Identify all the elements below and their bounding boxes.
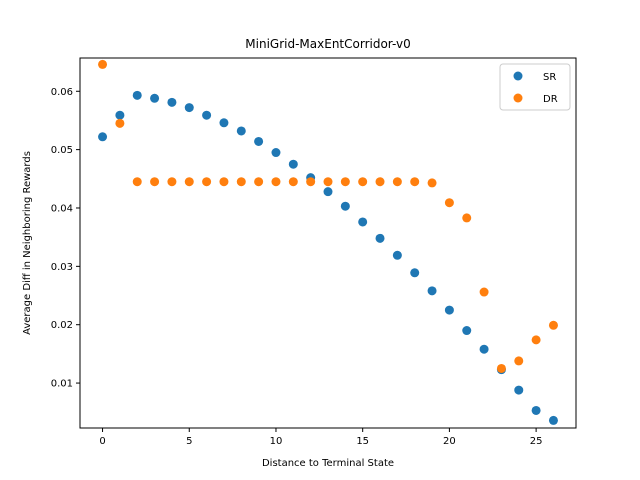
x-tick-label: 10 — [270, 436, 283, 447]
data-point-dr — [254, 177, 264, 187]
x-tick-label: 15 — [356, 436, 369, 447]
data-point-sr — [514, 385, 524, 395]
x-tick-label: 0 — [99, 436, 105, 447]
data-point-sr — [219, 118, 229, 128]
y-tick-label: 0.04 — [51, 203, 73, 214]
legend: SR DR — [499, 63, 571, 111]
data-point-sr — [479, 344, 489, 354]
data-point-sr — [358, 217, 368, 227]
data-point-sr — [427, 286, 437, 296]
data-point-sr — [271, 148, 281, 158]
data-point-dr — [288, 177, 298, 187]
data-point-dr — [202, 177, 212, 187]
data-point-dr — [410, 177, 420, 187]
data-point-sr — [254, 136, 264, 146]
data-point-dr — [462, 213, 472, 223]
data-point-dr — [184, 177, 194, 187]
y-tick-label: 0.01 — [51, 379, 73, 390]
data-point-sr — [115, 110, 125, 120]
data-point-sr — [548, 415, 558, 425]
data-point-dr — [531, 335, 541, 345]
data-point-dr — [479, 287, 489, 297]
legend-box — [499, 63, 571, 111]
data-point-dr — [271, 177, 281, 187]
data-point-sr — [184, 103, 194, 113]
data-point-dr — [375, 177, 385, 187]
y-tick-label: 0.06 — [51, 87, 73, 98]
data-point-dr — [167, 177, 177, 187]
data-point-sr — [150, 93, 160, 103]
data-point-dr — [306, 177, 316, 187]
legend-label-sr: SR — [543, 72, 556, 83]
x-axis-label: Distance to Terminal State — [262, 458, 394, 469]
data-point-sr — [375, 233, 385, 243]
data-point-dr — [392, 177, 402, 187]
data-point-dr — [219, 177, 229, 187]
data-point-sr — [236, 126, 246, 136]
data-point-dr — [236, 177, 246, 187]
data-point-sr — [462, 326, 472, 336]
legend-label-dr: DR — [543, 94, 558, 105]
data-point-dr — [427, 178, 437, 188]
data-point-sr — [167, 97, 177, 107]
plot-frame — [79, 57, 577, 429]
data-point-sr — [98, 132, 108, 142]
data-point-dr — [98, 59, 108, 69]
data-point-dr — [358, 177, 368, 187]
y-axis-label: Average Diff in Neighboring Rewards — [22, 151, 33, 335]
y-tick-label: 0.03 — [51, 262, 73, 273]
chart-title: MiniGrid-MaxEntCorridor-v0 — [245, 37, 410, 51]
data-point-sr — [323, 187, 333, 197]
data-points — [98, 59, 558, 425]
y-tick-label: 0.02 — [51, 320, 73, 331]
data-point-dr — [323, 177, 333, 187]
data-point-sr — [340, 201, 350, 211]
x-tick-label: 25 — [530, 436, 543, 447]
data-point-sr — [202, 110, 212, 120]
legend-marker-dr — [513, 93, 523, 103]
data-point-dr — [548, 320, 558, 330]
data-point-sr — [444, 305, 454, 315]
data-point-sr — [288, 159, 298, 169]
data-point-sr — [410, 268, 420, 278]
data-point-dr — [514, 356, 524, 366]
data-point-sr — [531, 405, 541, 415]
data-point-dr — [115, 118, 125, 128]
legend-marker-sr — [513, 71, 523, 81]
axis-ticks: 0 5 10 15 20 25 0.01 0.02 0.03 0.04 0.05 0.06 — [51, 87, 543, 447]
data-point-dr — [150, 177, 160, 187]
x-tick-label: 20 — [443, 436, 456, 447]
data-point-sr — [392, 250, 402, 260]
data-point-dr — [132, 177, 142, 187]
data-point-dr — [496, 363, 506, 373]
data-point-dr — [340, 177, 350, 187]
data-point-dr — [444, 198, 454, 208]
y-tick-label: 0.05 — [51, 145, 73, 156]
data-point-sr — [132, 90, 142, 100]
x-tick-label: 5 — [186, 436, 192, 447]
